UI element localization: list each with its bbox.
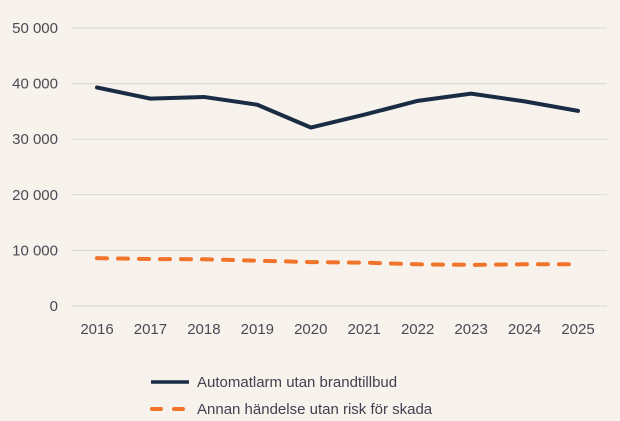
- x-tick-label: 2020: [294, 321, 327, 338]
- x-tick-label: 2016: [80, 321, 113, 338]
- legend-item-automatlarm: Automatlarm utan brandtillbud: [150, 371, 432, 393]
- x-tick-label: 2021: [348, 321, 381, 338]
- x-tick-label: 2018: [187, 321, 220, 338]
- y-tick-label: 40 000: [12, 76, 58, 93]
- x-tick-label: 2022: [401, 321, 434, 338]
- x-tick-label: 2017: [134, 321, 167, 338]
- legend-item-annan-handelse: Annan händelse utan risk för skada: [150, 398, 432, 420]
- x-tick-label: 2024: [508, 321, 541, 338]
- legend-label-automatlarm: Automatlarm utan brandtillbud: [197, 373, 398, 391]
- solid-line-swatch: [151, 380, 189, 384]
- plot-area: 0 10 000 20 000 30 000 40 000 50 000 2016 2017 2…: [12, 20, 607, 338]
- dashed-line-swatch: [150, 407, 190, 411]
- x-tick-label: 2023: [454, 321, 487, 338]
- series-line-1: [95, 256, 580, 267]
- x-tick-label: 2025: [561, 321, 594, 338]
- y-tick-label: 50 000: [12, 20, 58, 37]
- legend-label-annan-handelse: Annan händelse utan risk för skada: [197, 400, 433, 418]
- series-line-0: [95, 85, 580, 130]
- y-tick-label: 30 000: [12, 131, 58, 148]
- y-tick-label: 10 000: [12, 242, 58, 259]
- x-tick-label: 2019: [241, 321, 274, 338]
- y-tick-label: 0: [50, 298, 58, 315]
- y-tick-label: 20 000: [12, 187, 58, 204]
- chart-legend: Automatlarm utan brandtillbud Annan händ…: [150, 371, 432, 420]
